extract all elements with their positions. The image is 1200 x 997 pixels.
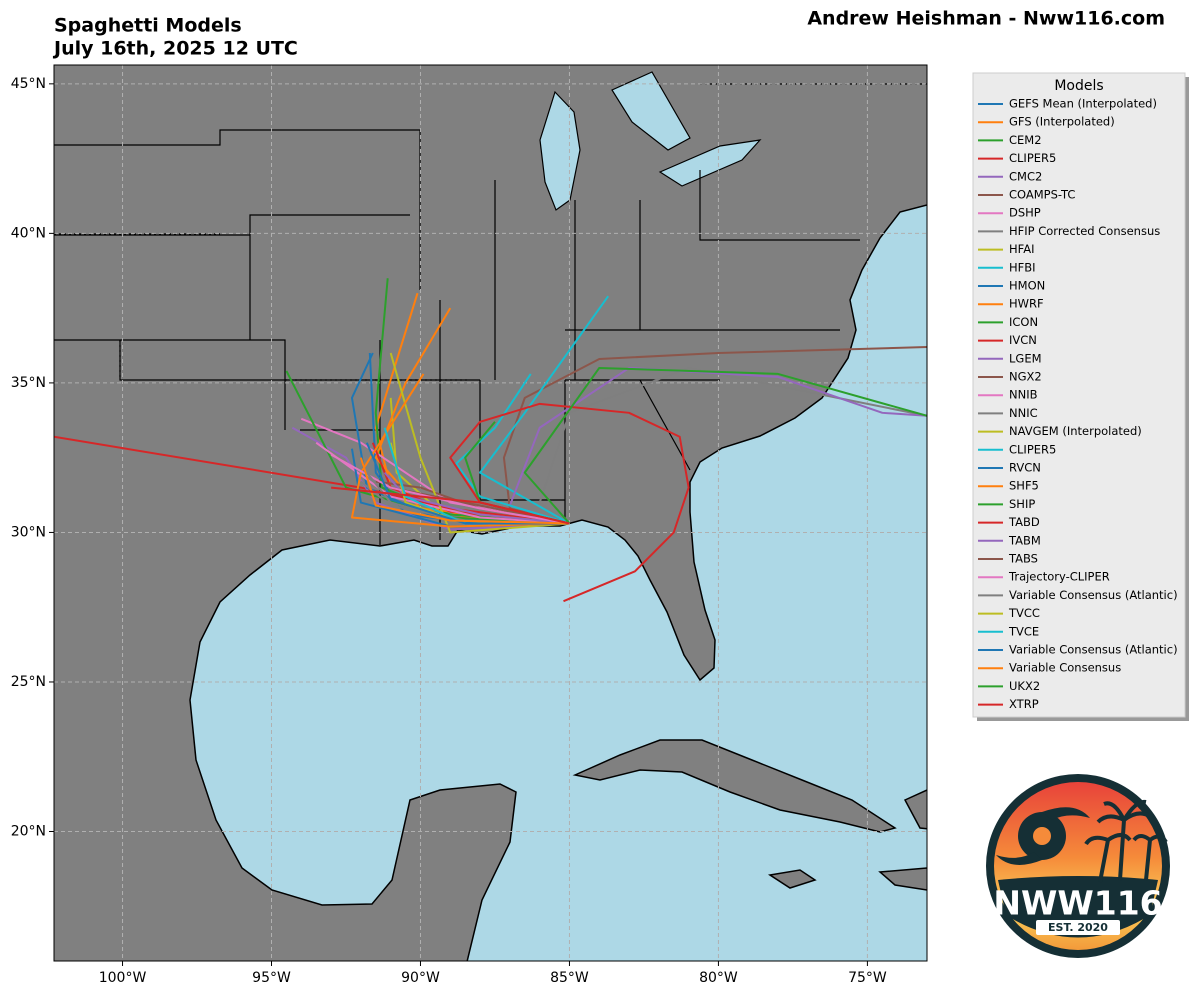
legend-label: TVCC (1008, 606, 1040, 620)
logo-text: NWW116 (993, 884, 1162, 923)
track (479, 295, 610, 525)
legend-label: ICON (1009, 315, 1038, 329)
x-tick-label: 80°W (699, 970, 738, 986)
logo-storm-eye (1033, 827, 1051, 845)
legend-label: HWRF (1009, 297, 1044, 311)
track (54, 435, 570, 525)
legend-label: HFAI (1009, 242, 1034, 256)
legend-label: SHF5 (1009, 479, 1039, 493)
legend-label: TABD (1008, 515, 1040, 529)
legend-label: TABM (1008, 533, 1041, 547)
attribution: Andrew Heishman - Nww116.com (807, 8, 1165, 30)
y-tick-label: 35°N (11, 375, 46, 391)
track (359, 457, 570, 525)
legend-label: Variable Consensus (Atlantic) (1009, 643, 1178, 657)
map-frame (53, 64, 928, 962)
legend-label: TVCE (1008, 624, 1039, 638)
chart-title: Spaghetti Models (54, 15, 242, 37)
track (330, 486, 570, 525)
legend-label: COAMPS-TC (1009, 188, 1075, 202)
legend-label: NNIC (1009, 406, 1038, 420)
track (523, 366, 927, 525)
axes: 100°W 95°W 90°W 85°W 80°W 75°W 20°N 25°N 30°N 35°… (11, 76, 887, 986)
legend-label: SHIP (1009, 497, 1035, 511)
legend-label: CMC2 (1009, 169, 1042, 183)
legend-title: Models (1054, 78, 1103, 94)
logo-storm-arms (996, 807, 1090, 865)
legend-label: XTRP (1009, 697, 1039, 711)
y-tick-label: 40°N (11, 225, 46, 241)
legend-label: Variable Consensus (1009, 661, 1121, 675)
grid (54, 65, 927, 961)
lake-michigan (539, 90, 581, 211)
y-tick-label: 30°N (11, 524, 46, 540)
legend-label: DSHP (1009, 206, 1041, 220)
jamaica (767, 869, 817, 889)
legend-label: UKX2 (1009, 679, 1040, 693)
track (389, 352, 570, 534)
legend-label: HFIP Corrected Consensus (1009, 224, 1160, 238)
lake-huron (611, 71, 691, 151)
x-tick-label: 90°W (401, 970, 440, 986)
track (350, 373, 570, 528)
hispaniola (903, 789, 927, 830)
legend-label: NNIB (1009, 388, 1038, 402)
legend: GEFS Mean (Interpolated) GFS (Interpolate… (978, 97, 1178, 711)
hispaniola-south (878, 867, 927, 891)
y-tick-label: 20°N (11, 824, 46, 840)
chart-subtitle: July 16th, 2025 12 UTC (52, 38, 298, 60)
track (383, 471, 570, 525)
logo: NWW116 EST. 2020 (986, 774, 1170, 958)
legend-box (972, 72, 1186, 718)
x-tick-label: 95°W (252, 970, 291, 986)
legend-label: GEFS Mean (Interpolated) (1009, 97, 1157, 111)
legend-label: GFS (Interpolated) (1009, 115, 1115, 129)
track (455, 373, 570, 525)
x-tick-label: 85°W (550, 970, 589, 986)
legend-label: NAVGEM (Interpolated) (1009, 424, 1142, 438)
legend-label: CLIPER5 (1009, 442, 1056, 456)
y-tick-label: 25°N (11, 674, 46, 690)
tracks (54, 278, 927, 603)
legend-label: TABS (1008, 552, 1038, 566)
legend-label: CLIPER5 (1009, 151, 1056, 165)
track (538, 366, 927, 525)
legend-label: HFBI (1009, 260, 1036, 274)
logo-subtitle: EST. 2020 (1048, 921, 1108, 934)
logo-palms (1084, 799, 1168, 883)
legend-label: Trajectory-CLIPER (1008, 570, 1110, 584)
legend-label: IVCN (1009, 333, 1037, 347)
cuba (572, 739, 897, 833)
legend-label: LGEM (1009, 351, 1042, 365)
legend-label: CEM2 (1009, 133, 1042, 147)
legend-label: HMON (1009, 279, 1045, 293)
x-tick-label: 75°W (848, 970, 887, 986)
logo-banner (1036, 920, 1120, 935)
y-tick-label: 45°N (11, 76, 46, 92)
track (365, 442, 570, 525)
legend-label: RVCN (1009, 461, 1041, 475)
legend-label: NGX2 (1009, 370, 1042, 384)
country-borders (54, 83, 927, 381)
legend-label: Variable Consensus (Atlantic) (1009, 588, 1178, 602)
lake-erie (658, 139, 762, 187)
track (449, 402, 690, 603)
x-tick-label: 100°W (99, 970, 147, 986)
track (315, 441, 570, 525)
